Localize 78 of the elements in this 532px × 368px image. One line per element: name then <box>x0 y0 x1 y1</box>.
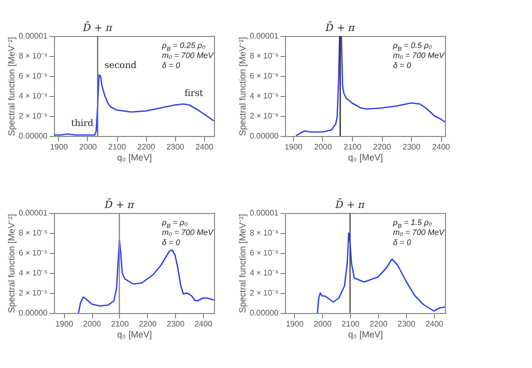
y-tick-label: 0.00000 <box>250 132 280 140</box>
x-tick-label: 2400 <box>194 320 213 328</box>
y-tick-label: 6 × 10⁻⁶ <box>18 248 48 258</box>
y-tick-label: 0.00000 <box>18 308 48 318</box>
annotation: m₀ = 700 MeV <box>393 51 445 60</box>
x-tick-label: 2200 <box>370 320 388 328</box>
y-tick-label: 0.00001 <box>18 32 48 40</box>
line-series <box>295 36 445 136</box>
annotation: third <box>71 119 94 129</box>
y-tick-label: 8 × 10⁻⁶ <box>18 228 48 238</box>
x-tick-label: 2000 <box>79 142 98 152</box>
x-tick-label: 2400 <box>432 142 451 152</box>
x-tick-label: 1900 <box>284 142 303 152</box>
y-tick-label: 8 × 10⁻⁶ <box>250 228 278 238</box>
annotation: m₀ = 700 MeV <box>162 51 214 60</box>
x-tick-label: 1900 <box>286 320 304 328</box>
y-tick-label: 4 × 10⁻⁶ <box>250 92 278 100</box>
x-tick-label: 2100 <box>108 142 126 152</box>
ref-line-label: D̄ + π <box>334 198 366 211</box>
x-tick-label: 2000 <box>83 320 102 328</box>
ref-line-label: D̄ + π <box>104 198 134 211</box>
x-axis-title: q₀ [MeV] <box>117 330 152 340</box>
y-tick-label: 2 × 10⁻⁶ <box>250 288 278 298</box>
y-tick-label: 8 × 10⁻⁶ <box>250 52 278 60</box>
annotation: δ = 0 <box>162 238 181 247</box>
y-axis-title: Spectral function [MeV⁻²] <box>6 36 17 136</box>
annotation: first <box>184 89 204 99</box>
annotation: ρ$_{B}$ = ρ₀ <box>161 218 188 230</box>
y-tick-label: 8 × 10⁻⁶ <box>18 52 48 60</box>
annotation: second <box>104 61 137 71</box>
y-tick-label: 2 × 10⁻⁶ <box>18 288 48 298</box>
y-axis-title: Spectral function [MeV⁻²] <box>238 214 248 314</box>
y-tick-label: 0.00001 <box>18 208 48 218</box>
y-tick-label: 4 × 10⁻⁶ <box>18 268 48 278</box>
annotation: δ = 0 <box>393 238 412 247</box>
y-tick-label: 6 × 10⁻⁶ <box>250 72 278 80</box>
x-tick-label: 2100 <box>344 142 362 152</box>
annotation: ρ$_{B}$ = 0.5 ρ₀ <box>392 41 433 53</box>
x-axis-title: q₀ [MeV] <box>117 152 152 162</box>
x-tick-label: 2300 <box>166 320 185 328</box>
annotation: m₀ = 700 MeV <box>162 228 214 237</box>
x-tick-label: 2200 <box>137 142 156 152</box>
y-tick-label: 4 × 10⁻⁶ <box>18 92 48 100</box>
y-tick-label: 6 × 10⁻⁶ <box>18 72 48 80</box>
y-tick-label: 0.00001 <box>250 32 280 40</box>
x-tick-label: 2200 <box>138 320 158 328</box>
x-tick-label: 2300 <box>166 142 185 152</box>
ref-line-label: D̄ + π <box>82 21 113 34</box>
x-tick-label: 2100 <box>110 320 130 328</box>
annotation: ρ$_{B}$ = 1.5 ρ₀ <box>392 218 433 230</box>
x-axis-title: q₀ [MeV] <box>348 152 383 162</box>
x-axis-title: q₀ [MeV] <box>348 330 383 340</box>
annotation: δ = 0 <box>162 61 181 70</box>
x-tick-label: 2000 <box>314 142 332 152</box>
y-tick-label: 0.00000 <box>18 132 48 140</box>
x-tick-label: 2400 <box>195 142 214 152</box>
annotation: ρ$_{B}$ = 0.25 ρ₀ <box>161 41 206 53</box>
annotation: m₀ = 700 MeV <box>393 228 445 237</box>
y-tick-label: 0.00001 <box>250 208 280 218</box>
x-tick-label: 2300 <box>398 320 416 328</box>
annotation: δ = 0 <box>393 61 412 70</box>
x-tick-label: 2100 <box>342 320 360 328</box>
y-tick-label: 6 × 10⁻⁶ <box>250 248 278 258</box>
x-tick-label: 2000 <box>314 320 332 328</box>
x-tick-label: 2300 <box>402 142 421 152</box>
ref-line-label: D̄ + π <box>324 21 356 34</box>
y-axis-title: Spectral function [MeV⁻²] <box>238 36 248 136</box>
x-tick-label: 1900 <box>50 142 68 152</box>
y-tick-label: 0.00000 <box>250 308 280 318</box>
y-axis-title: Spectral function [MeV⁻²] <box>6 214 17 314</box>
line-series <box>54 74 214 136</box>
y-tick-label: 4 × 10⁻⁶ <box>250 268 278 278</box>
x-tick-label: 2200 <box>373 142 392 152</box>
x-tick-label: 1900 <box>55 320 74 328</box>
y-tick-label: 2 × 10⁻⁶ <box>250 112 278 120</box>
x-tick-label: 2400 <box>425 320 444 328</box>
y-tick-label: 2 × 10⁻⁶ <box>18 112 48 120</box>
line-series <box>78 239 214 313</box>
